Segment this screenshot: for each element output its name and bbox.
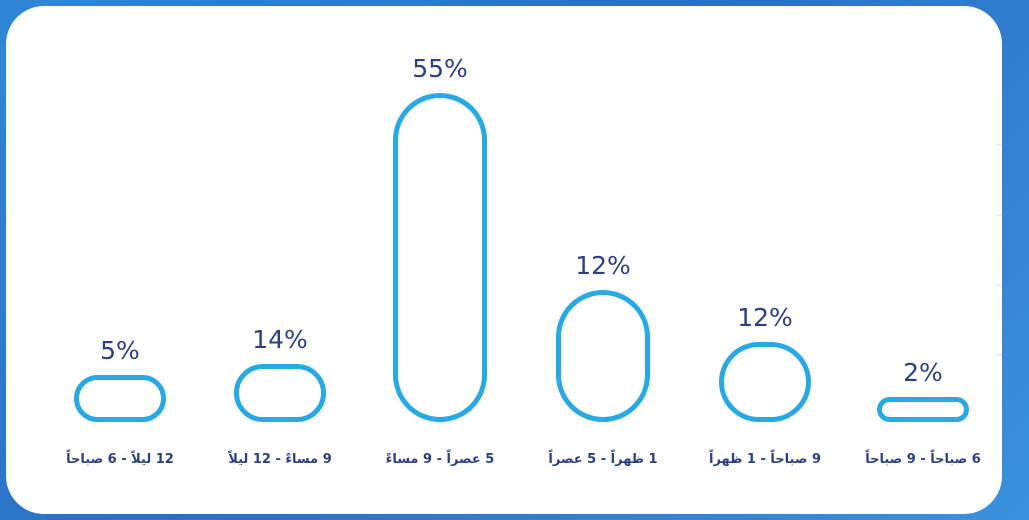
category-label-4: 9 صباحاً - 1 ظهراً [709,449,821,467]
bar-5 [877,397,969,422]
bar-1 [234,364,326,422]
value-label-2: 55% [412,54,468,83]
bar-2 [393,93,487,422]
category-label-2: 5 عصراً - 9 مساءً [386,449,495,467]
bar-4 [719,342,811,422]
category-label-0: 12 ليلاً - 6 صباحاً [66,449,174,467]
value-label-3: 12% [575,251,631,280]
category-label-3: 1 ظهراً - 5 عصراً [548,449,657,467]
value-label-0: 5% [100,336,140,365]
value-label-5: 2% [903,358,943,387]
category-label-1: 9 مساءً - 12 ليلاً [228,450,332,467]
value-label-4: 12% [737,303,793,332]
bar-3 [556,290,650,422]
chart-card [6,6,1002,514]
value-label-1: 14% [252,325,308,354]
bar-0 [74,375,166,422]
category-label-5: 6 صباحاً - 9 صباحاً [865,449,981,467]
